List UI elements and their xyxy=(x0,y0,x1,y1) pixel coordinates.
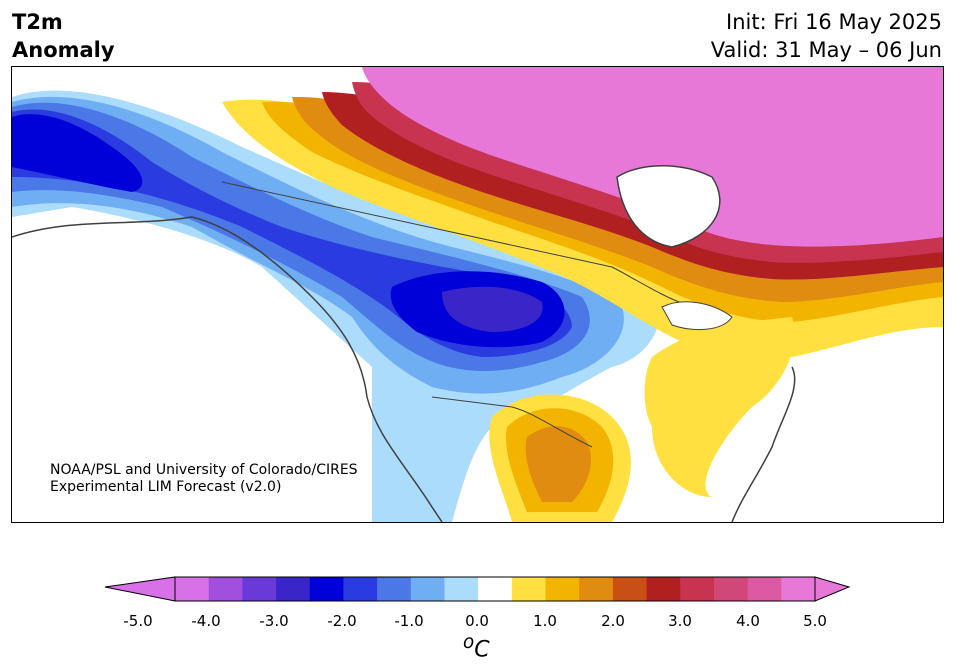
us-mexico-border xyxy=(431,396,593,448)
colorbar-bin xyxy=(208,577,243,601)
credit-line-2: Experimental LIM Forecast (v2.0) xyxy=(50,479,282,495)
colorbar-bin xyxy=(410,577,445,601)
cold-core-inner xyxy=(442,286,543,332)
title-line-1: T2m xyxy=(12,10,63,34)
warm-band-pink xyxy=(362,67,943,247)
great-lakes xyxy=(661,301,733,330)
map-canvas xyxy=(12,67,943,522)
colorbar-tick: 0.0 xyxy=(465,612,489,630)
colorbar-bin xyxy=(713,577,749,601)
colorbar-bin xyxy=(444,577,479,601)
colorbar-bins xyxy=(174,576,816,602)
coastline-east xyxy=(731,366,796,522)
coastline-west xyxy=(12,216,443,522)
warm-east-yellow xyxy=(644,317,795,497)
colorbar-tick: -4.0 xyxy=(191,612,221,630)
credit-line-1: NOAA/PSL and University of Colorado/CIRE… xyxy=(50,462,358,478)
colorbar-bin xyxy=(511,577,547,601)
colorbar-bin xyxy=(377,577,412,601)
forecast-dates: Init: Fri 16 May 2025 Valid: 31 May – 06… xyxy=(711,8,942,64)
colorbar-tick: -2.0 xyxy=(327,612,357,630)
colorbar-bin xyxy=(242,577,277,601)
colorbar-bin xyxy=(612,577,648,601)
colorbar-bin xyxy=(747,577,782,601)
colorbar-bin xyxy=(478,577,513,601)
anomaly-map: NOAA/PSL and University of Colorado/CIRE… xyxy=(11,66,944,523)
colorbar-bin xyxy=(175,577,210,601)
unit-degree: o xyxy=(463,632,475,653)
title-line-2: Anomaly xyxy=(12,38,115,62)
colorbar-tick: -1.0 xyxy=(394,612,424,630)
colorbar-bin xyxy=(309,577,344,601)
colorbar-bin xyxy=(646,577,681,601)
unit-letter: C xyxy=(474,637,490,663)
colorbar-tick: 2.0 xyxy=(601,612,625,630)
cold-region-5 xyxy=(12,114,143,192)
colorbar-bin xyxy=(343,577,378,601)
init-date: Init: Fri 16 May 2025 xyxy=(726,10,942,34)
warm-south-orange xyxy=(525,426,592,502)
colorbar-tick: 3.0 xyxy=(668,612,692,630)
colorbar-unit: oC xyxy=(463,632,490,662)
colorbar xyxy=(104,576,851,602)
colorbar-under-arrow xyxy=(104,576,176,602)
colorbar-tick: 5.0 xyxy=(803,612,827,630)
hudson-bay xyxy=(616,165,721,248)
colorbar-tick: 1.0 xyxy=(533,612,557,630)
colorbar-bin xyxy=(579,577,614,601)
colorbar-bin xyxy=(545,577,580,601)
colorbar-tick: -3.0 xyxy=(259,612,289,630)
credit-text: NOAA/PSL and University of Colorado/CIRE… xyxy=(50,462,358,496)
colorbar-bin xyxy=(781,577,816,601)
colorbar-over-arrow xyxy=(814,576,851,602)
colorbar-tick: 4.0 xyxy=(736,612,760,630)
colorbar-ticks: -5.0 -4.0 -3.0 -2.0 -1.0 0.0 1.0 2.0 3.0… xyxy=(0,612,954,632)
colorbar-tick: -5.0 xyxy=(123,612,153,630)
colorbar-bin xyxy=(680,577,715,601)
colorbar-bin xyxy=(276,577,311,601)
map-title: T2m Anomaly xyxy=(12,8,115,64)
valid-range: Valid: 31 May – 06 Jun xyxy=(710,38,942,62)
